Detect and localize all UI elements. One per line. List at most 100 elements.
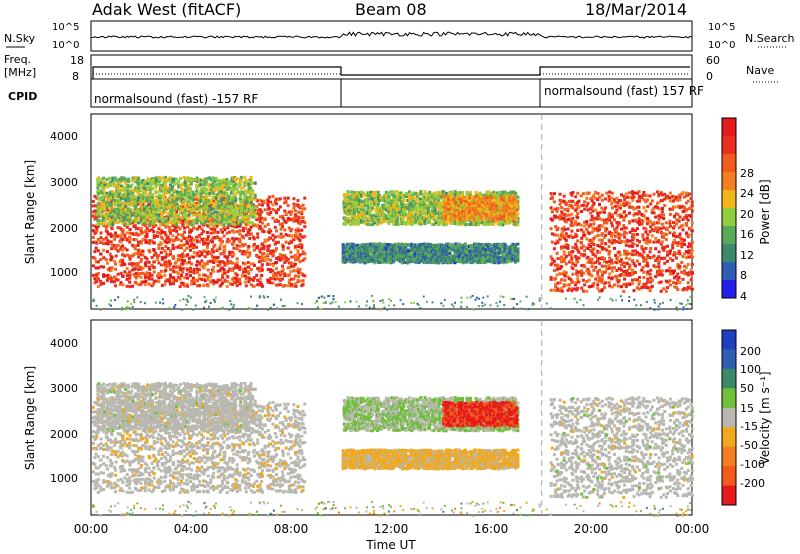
power-cell — [220, 223, 224, 227]
power-cell — [271, 216, 275, 220]
power-cell — [146, 215, 150, 219]
power-cell — [203, 186, 207, 190]
power-cell — [251, 235, 255, 239]
power-cell — [186, 221, 190, 225]
power-cell — [162, 221, 166, 225]
power-cell — [212, 191, 215, 195]
power-cell — [106, 276, 110, 280]
power-cell — [175, 223, 179, 226]
power-cell — [516, 195, 520, 199]
power-cell — [130, 183, 134, 187]
power-cell — [137, 196, 141, 200]
power-cell — [144, 238, 148, 242]
power-cell — [181, 267, 185, 271]
power-cell — [190, 236, 194, 240]
power-cell — [141, 280, 145, 284]
power-cell — [219, 242, 223, 246]
power-cell — [134, 215, 138, 218]
power-cell — [139, 232, 143, 236]
power-cell — [281, 214, 284, 218]
power-cell — [281, 235, 285, 239]
power-cell — [283, 284, 287, 287]
power-cell — [300, 228, 304, 232]
power-cell — [219, 211, 223, 215]
power-cell — [152, 236, 156, 239]
power-cell — [93, 209, 97, 213]
power-cell — [121, 258, 125, 262]
power-cell — [217, 180, 221, 184]
power-cell — [205, 275, 209, 279]
power-cell — [271, 194, 275, 198]
power-cell — [128, 273, 132, 277]
power-cell — [106, 211, 110, 215]
power-cell — [149, 204, 153, 208]
power-cell — [239, 203, 243, 207]
power-cell — [109, 190, 113, 194]
power-cell — [180, 216, 184, 220]
power-cell — [242, 261, 245, 265]
power-cell — [260, 284, 264, 288]
power-cell — [96, 285, 100, 288]
power-cell — [141, 203, 145, 206]
power-cell — [148, 272, 152, 275]
power-cell — [294, 284, 298, 288]
power-cell — [116, 195, 120, 199]
freq-trace — [92, 66, 690, 79]
power-cell — [266, 268, 270, 271]
power-cell — [184, 189, 188, 192]
power-cell — [139, 257, 143, 261]
power-cell — [171, 279, 175, 283]
power-cell — [118, 205, 122, 209]
power-cell — [227, 183, 231, 187]
power-cell — [232, 246, 236, 250]
power-cell — [134, 179, 138, 183]
power-cell — [152, 270, 156, 274]
power-cell — [123, 236, 127, 239]
power-cell — [269, 229, 273, 233]
power-cell — [199, 221, 203, 225]
power-cell — [225, 202, 229, 206]
power-cell — [206, 260, 210, 263]
power-cell — [118, 203, 122, 207]
power-cell — [238, 239, 242, 243]
power-cell — [145, 240, 149, 244]
power-cell — [190, 279, 194, 283]
power-cell — [100, 181, 104, 185]
power-cell — [248, 251, 252, 255]
power-cell — [103, 183, 107, 187]
power-cell — [275, 247, 278, 251]
power-cell — [122, 214, 126, 217]
power-cell — [131, 221, 135, 225]
power-cell — [209, 280, 213, 284]
power-cell — [231, 211, 235, 215]
power-cell — [207, 209, 211, 213]
power-cell — [157, 183, 161, 187]
power-cell — [188, 187, 192, 190]
power-cell — [121, 228, 125, 232]
power-cell — [414, 202, 418, 206]
power-cell — [237, 206, 241, 210]
power-cell — [102, 199, 106, 203]
power-cell — [227, 186, 231, 190]
power-cell — [258, 220, 262, 223]
power-cell — [238, 237, 242, 241]
power-cell — [134, 176, 138, 180]
power-cell — [106, 213, 110, 217]
power-cell — [154, 183, 158, 187]
power-cell — [160, 204, 164, 208]
power-cell — [209, 231, 213, 235]
power-cell — [148, 267, 152, 271]
power-cell — [214, 207, 218, 210]
power-cell — [112, 184, 116, 188]
power-cell — [290, 218, 294, 222]
power-cell — [297, 275, 301, 279]
power-cell — [204, 193, 208, 196]
power-cell — [165, 225, 169, 229]
power-cell — [202, 284, 206, 288]
power-cell — [225, 217, 229, 221]
power-cell — [102, 256, 106, 260]
power-cell — [108, 266, 112, 270]
power-cell — [192, 238, 196, 242]
power-cell — [145, 257, 149, 261]
power-cell — [121, 263, 125, 267]
